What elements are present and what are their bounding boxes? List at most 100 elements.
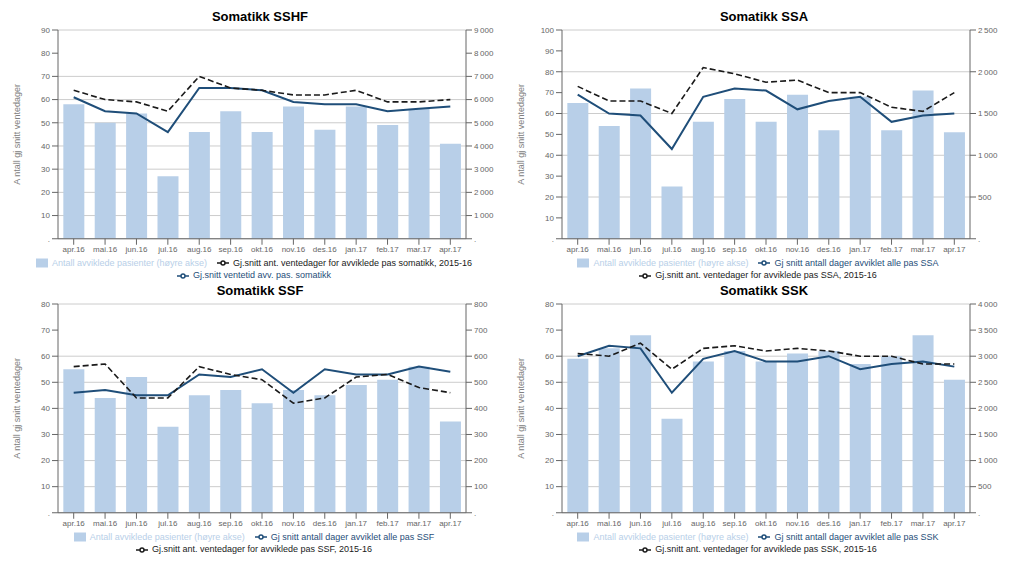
svg-text:nov.16: nov.16: [282, 519, 306, 528]
svg-text:mar.17: mar.17: [407, 519, 432, 528]
svg-text:90: 90: [545, 47, 554, 56]
svg-text:.: .: [978, 509, 980, 518]
svg-text:300: 300: [474, 430, 488, 439]
svg-text:20: 20: [545, 456, 554, 465]
svg-text:30: 30: [545, 172, 554, 181]
svg-text:jun.16: jun.16: [629, 519, 652, 528]
svg-text:3 000: 3 000: [978, 352, 998, 361]
svg-text:.: .: [552, 235, 554, 244]
svg-text:50: 50: [41, 378, 50, 387]
svg-text:500: 500: [474, 378, 488, 387]
svg-text:30: 30: [545, 430, 554, 439]
svg-text:60: 60: [41, 95, 50, 104]
svg-text:A ntall gj snitt ventedager: A ntall gj snitt ventedager: [12, 358, 22, 459]
svg-text:40: 40: [41, 142, 50, 151]
svg-text:A ntall gj snitt ventedager: A ntall gj snitt ventedager: [12, 84, 22, 185]
svg-text:mai.16: mai.16: [597, 519, 622, 528]
svg-text:70: 70: [545, 326, 554, 335]
svg-text:jul.16: jul.16: [661, 245, 682, 254]
svg-text:apr.17: apr.17: [439, 245, 462, 254]
svg-text:2 000: 2 000: [474, 188, 494, 197]
svg-text:2 000: 2 000: [978, 68, 998, 77]
svg-text:2 000: 2 000: [978, 404, 998, 413]
svg-text:20: 20: [545, 193, 554, 202]
svg-text:50: 50: [545, 130, 554, 139]
svg-text:des.16: des.16: [817, 519, 842, 528]
svg-text:des.16: des.16: [313, 519, 338, 528]
svg-text:okt.16: okt.16: [251, 245, 273, 254]
svg-text:mai.16: mai.16: [93, 519, 118, 528]
svg-text:60: 60: [545, 109, 554, 118]
svg-text:20: 20: [41, 188, 50, 197]
svg-text:aug.16: aug.16: [691, 519, 716, 528]
svg-text:okt.16: okt.16: [251, 519, 273, 528]
svg-text:7 000: 7 000: [474, 72, 494, 81]
svg-text:okt.16: okt.16: [755, 245, 777, 254]
svg-text:400: 400: [474, 404, 488, 413]
svg-text:40: 40: [545, 151, 554, 160]
svg-text:des.16: des.16: [313, 245, 338, 254]
svg-text:sep.16: sep.16: [723, 245, 748, 254]
svg-text:.: .: [48, 509, 50, 518]
svg-text:70: 70: [41, 72, 50, 81]
svg-text:40: 40: [545, 404, 554, 413]
svg-text:5 000: 5 000: [474, 119, 494, 128]
svg-text:2 500: 2 500: [978, 378, 998, 387]
svg-text:500: 500: [978, 193, 992, 202]
svg-text:40: 40: [41, 404, 50, 413]
svg-text:1 500: 1 500: [978, 430, 998, 439]
svg-text:.: .: [48, 235, 50, 244]
svg-text:10: 10: [41, 482, 50, 491]
svg-text:3 000: 3 000: [474, 165, 494, 174]
svg-text:nov.16: nov.16: [786, 245, 810, 254]
svg-text:mar.17: mar.17: [911, 519, 936, 528]
svg-text:30: 30: [41, 430, 50, 439]
svg-text:feb.17: feb.17: [880, 519, 903, 528]
svg-text:80: 80: [545, 300, 554, 309]
svg-text:mar.17: mar.17: [911, 245, 936, 254]
svg-text:sep.16: sep.16: [219, 245, 244, 254]
svg-text:aug.16: aug.16: [187, 519, 212, 528]
svg-text:6 000: 6 000: [474, 95, 494, 104]
svg-text:jul.16: jul.16: [661, 519, 682, 528]
svg-text:3 500: 3 500: [978, 326, 998, 335]
svg-text:sep.16: sep.16: [219, 519, 244, 528]
svg-text:9 000: 9 000: [474, 26, 494, 35]
svg-text:10: 10: [545, 214, 554, 223]
svg-text:apr.16: apr.16: [63, 519, 86, 528]
svg-text:okt.16: okt.16: [755, 519, 777, 528]
svg-text:feb.17: feb.17: [880, 245, 903, 254]
svg-text:aug.16: aug.16: [187, 245, 212, 254]
svg-text:80: 80: [545, 68, 554, 77]
svg-text:100: 100: [541, 26, 555, 35]
svg-text:1 500: 1 500: [978, 109, 998, 118]
svg-text:aug.16: aug.16: [691, 245, 716, 254]
svg-text:jun.16: jun.16: [125, 519, 148, 528]
svg-text:mai.16: mai.16: [597, 245, 622, 254]
svg-text:30: 30: [41, 165, 50, 174]
svg-text:apr.17: apr.17: [943, 519, 966, 528]
svg-text:.: .: [474, 509, 476, 518]
svg-text:feb.17: feb.17: [376, 519, 399, 528]
svg-text:60: 60: [41, 352, 50, 361]
svg-text:apr.16: apr.16: [63, 245, 86, 254]
svg-text:10: 10: [41, 211, 50, 220]
svg-text:20: 20: [41, 456, 50, 465]
svg-text:mar.17: mar.17: [407, 245, 432, 254]
svg-text:1 000: 1 000: [978, 456, 998, 465]
svg-text:90: 90: [41, 26, 50, 35]
svg-text:.: .: [552, 509, 554, 518]
svg-text:8 000: 8 000: [474, 49, 494, 58]
svg-text:800: 800: [474, 300, 488, 309]
svg-text:1 000: 1 000: [978, 151, 998, 160]
svg-text:jun.16: jun.16: [125, 245, 148, 254]
svg-text:nov.16: nov.16: [282, 245, 306, 254]
svg-text:apr.17: apr.17: [439, 519, 462, 528]
svg-text:700: 700: [474, 326, 488, 335]
svg-text:des.16: des.16: [817, 245, 842, 254]
svg-text:2 500: 2 500: [978, 26, 998, 35]
svg-text:apr.16: apr.16: [567, 519, 590, 528]
svg-text:.: .: [474, 235, 476, 244]
svg-text:mai.16: mai.16: [93, 245, 118, 254]
svg-text:100: 100: [474, 482, 488, 491]
